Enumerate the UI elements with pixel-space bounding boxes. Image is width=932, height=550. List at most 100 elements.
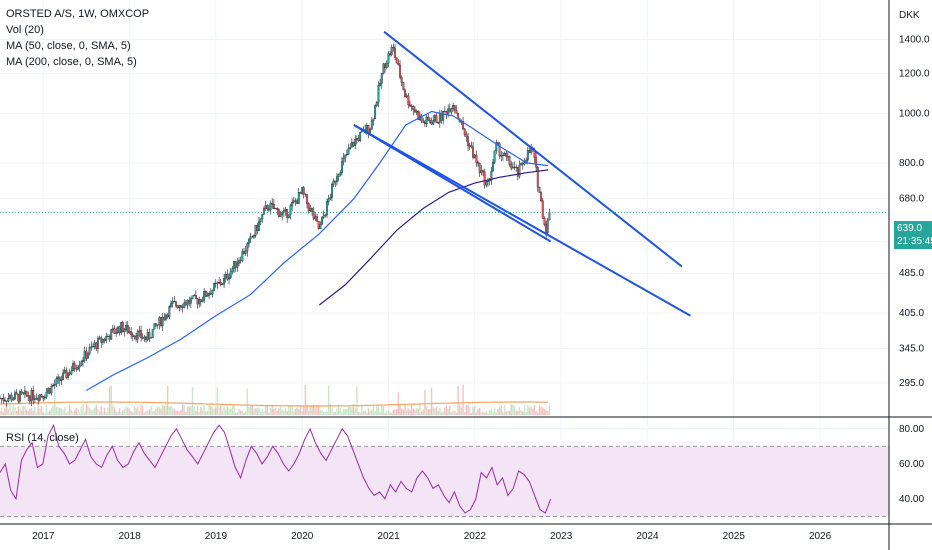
candle-body [238,260,240,264]
candle-body [304,193,307,195]
volume-bar [404,404,406,415]
volume-bar [317,405,320,415]
volume-bar [545,410,547,415]
candle-body [194,295,197,299]
volume-bar [186,406,189,415]
y-tick-label: 1200.0 [899,68,930,79]
volume-bar [137,406,139,415]
candle-body [83,350,86,361]
trendlines[interactable] [353,30,691,317]
candle-body [467,136,470,147]
ma200-indicator-label[interactable]: MA (200, close, 0, SMA, 5) [6,56,137,68]
volume-bar [95,404,97,415]
volume-bar [364,410,366,415]
volume-bar [32,410,34,415]
volume-bar [306,404,308,415]
volume-bar [274,407,277,415]
candle-body [251,236,254,238]
volume-bar [190,406,192,415]
volume-bar [450,411,453,415]
candle-body [4,400,6,402]
candle-body [121,322,124,333]
trendline[interactable] [353,124,691,317]
volume-bar [147,410,149,415]
candle-body [42,395,45,399]
ma50-indicator-label[interactable]: MA (50, close, 0, SMA, 5) [6,40,131,52]
candle-body [0,398,1,400]
candle-body [72,363,74,371]
candle-body [155,323,157,326]
candle-body [98,337,101,339]
rsi-indicator-label[interactable]: RSI (14, close) [6,432,79,444]
candle-body [508,156,511,165]
candle-body [407,95,410,106]
volume-bar [276,410,278,415]
volume-bar [201,410,204,415]
volume-bar [410,404,413,415]
volume-bar [234,412,237,415]
volume-bar [110,385,112,415]
volume-bar [80,406,83,415]
trendline[interactable] [353,124,552,243]
volume-bar [316,404,318,415]
candle-body [193,295,196,297]
candle-body [266,205,269,210]
candle-body [199,299,202,302]
volume-bar [542,407,544,415]
candle-body [67,372,70,378]
symbol-title[interactable]: ORSTED A/S, 1W, OMXCOP [6,8,150,20]
volume-bar [244,411,247,415]
candle-body [541,200,544,219]
candle-body [500,155,503,157]
volume-bar [322,412,325,415]
candle-body [317,221,320,229]
volume-bar [346,408,348,415]
candle-body [12,398,15,401]
candle-body [498,143,501,157]
volume-bar [500,405,502,415]
candle-body [27,395,30,398]
candle-body [135,335,138,340]
candle-body [233,260,235,269]
volume-bar [193,405,195,415]
candle-body [184,302,187,306]
candle-body [22,392,25,394]
candle-body [181,306,184,308]
candle-body [457,113,460,119]
candle-body [239,260,242,262]
volume-bar [455,412,458,415]
volume-bar [336,408,338,415]
trendline[interactable] [383,30,683,268]
candle-body [78,364,81,368]
volume-bar [430,387,433,415]
volume-bar [495,412,497,415]
volume-bar [409,409,411,415]
candle-body [420,115,423,122]
candle-body [345,154,348,156]
volume-indicator-label[interactable]: Vol (20) [6,24,44,36]
candle-body [319,224,322,229]
candle-body [296,200,299,204]
candle-body [402,82,405,91]
volume-bar [59,408,61,415]
volume-bar [284,407,287,415]
candle-body [340,161,343,174]
last-price-value: 639.0 [897,223,923,234]
volume-bar [231,404,234,415]
candle-body [214,283,217,285]
volume-bar [518,407,521,415]
volume-bar [102,411,104,415]
volume-bar [27,410,29,415]
chart-legend: ORSTED A/S, 1W, OMXCOP Vol (20) MA (50, … [6,6,149,70]
candle-body [130,331,133,335]
volume-bar [176,410,179,415]
candle-body [264,205,267,209]
candle-body [394,47,396,58]
candle-body [88,347,91,355]
volume-bar [407,408,410,415]
candle-body [473,154,476,158]
candle-body [166,314,169,318]
candle-body [163,316,166,320]
volume-bar [191,387,194,415]
